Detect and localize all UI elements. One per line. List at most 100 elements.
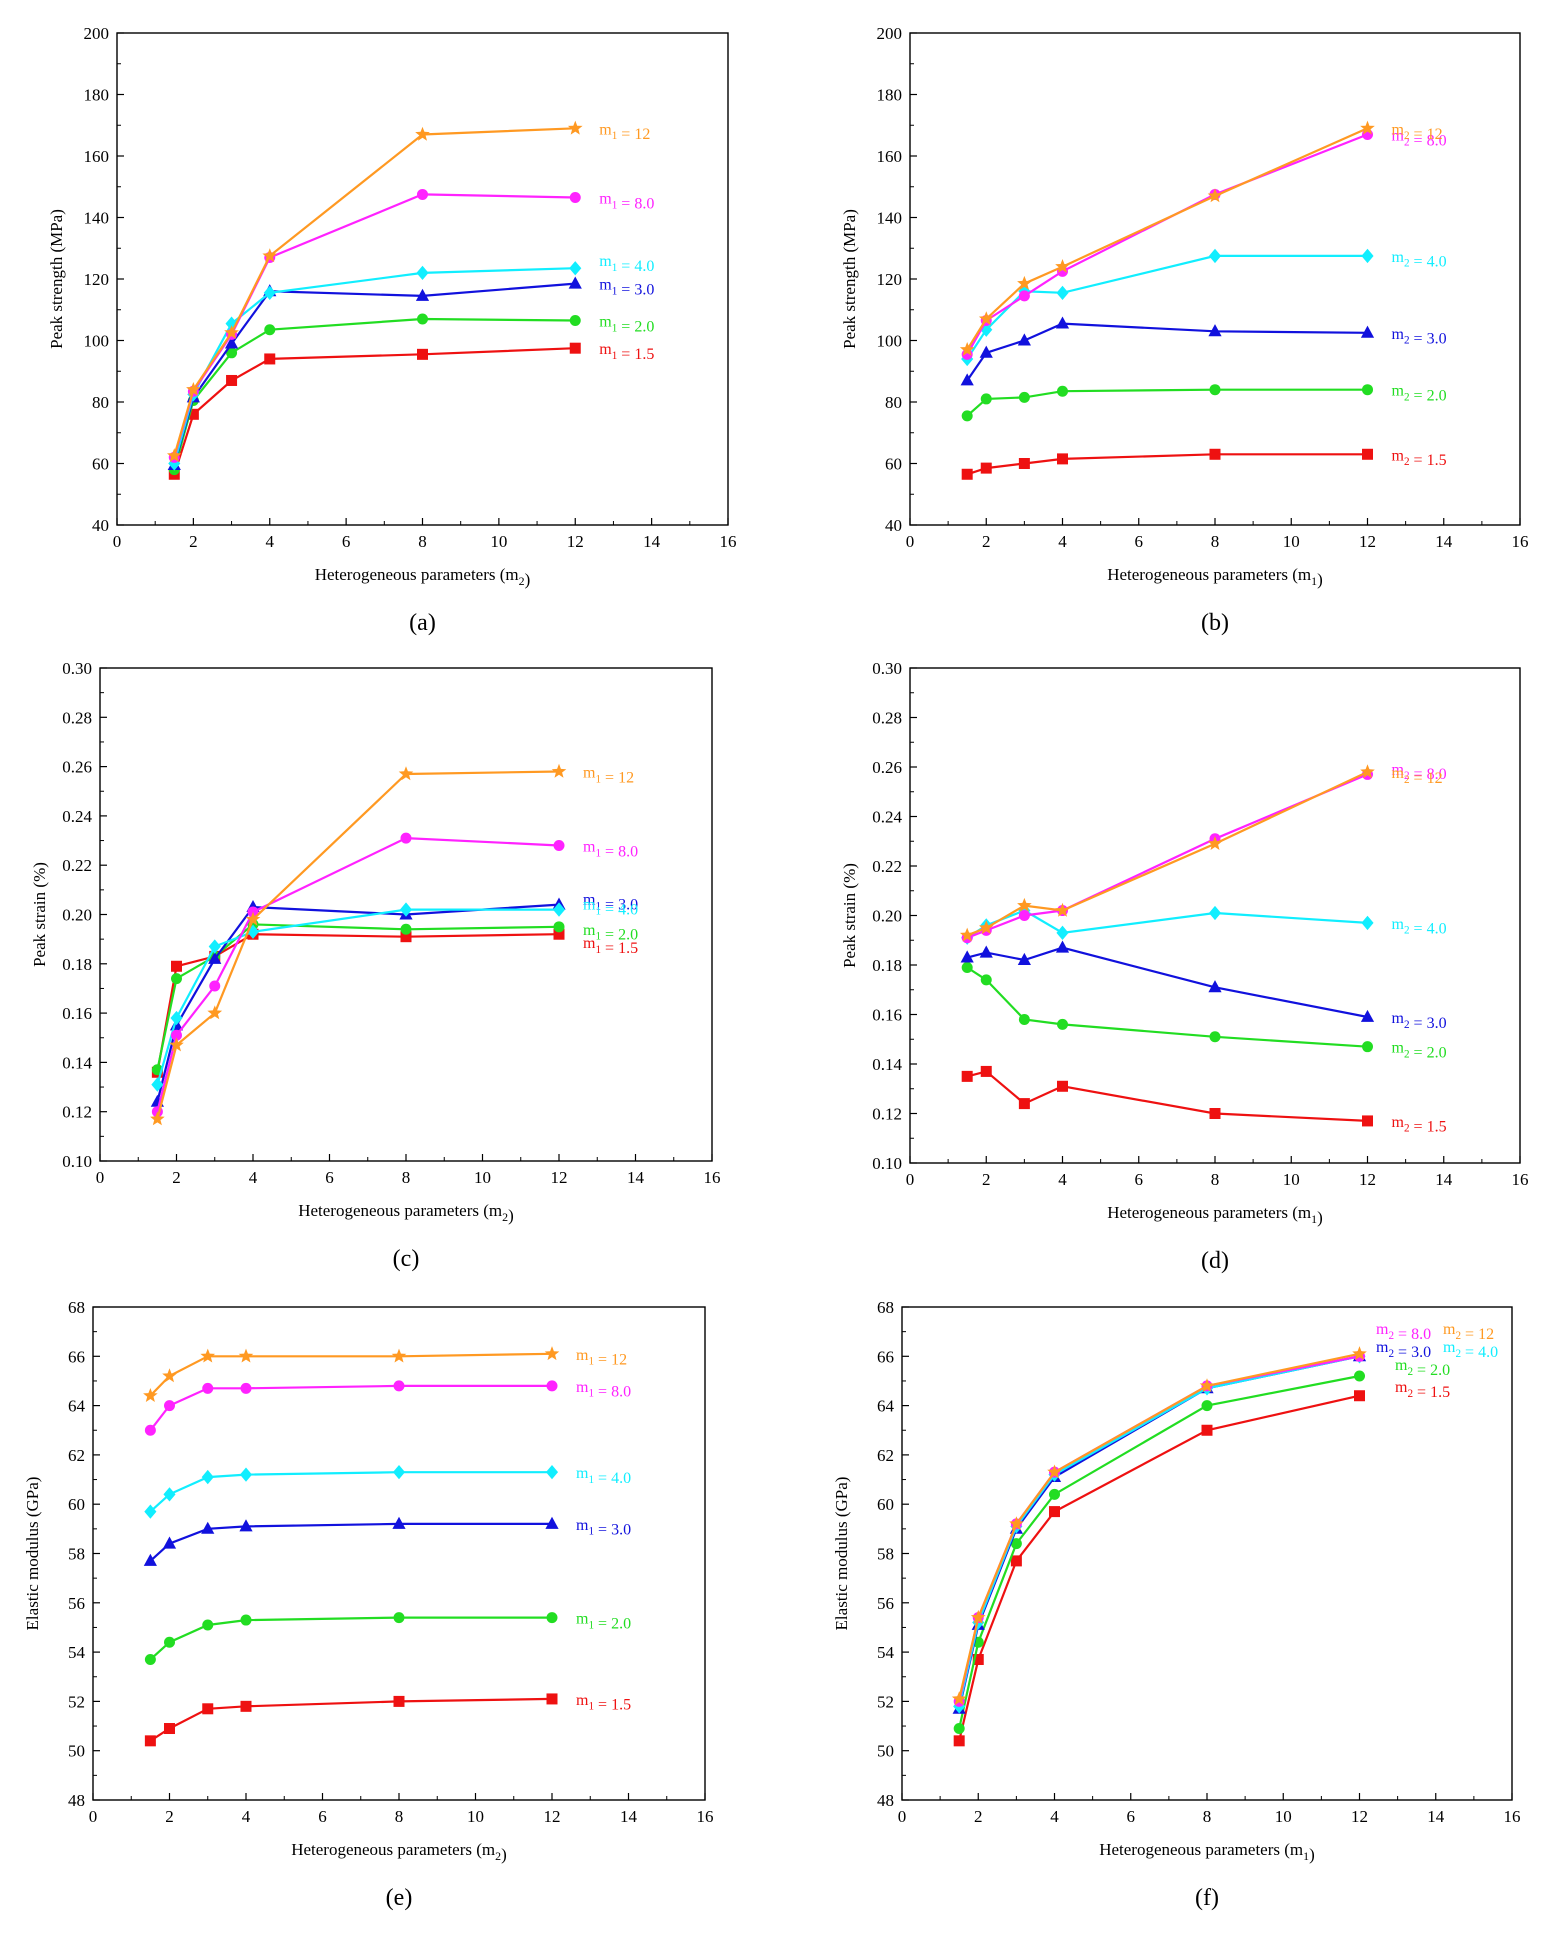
x-tick-label: 12 <box>1351 1807 1368 1826</box>
y-tick-label: 0.22 <box>62 856 92 875</box>
data-point <box>1057 1080 1068 1092</box>
data-point <box>1010 1555 1022 1567</box>
data-point <box>391 1348 407 1363</box>
y-tick-label: 56 <box>877 1594 894 1613</box>
y-tick-label: 50 <box>877 1742 894 1761</box>
data-point <box>1057 385 1068 397</box>
series-label: m2 = 3.0 <box>1376 1339 1431 1361</box>
data-point <box>400 923 412 935</box>
series-label: m2 = 1.5 <box>1392 447 1447 469</box>
x-axis-title: Heterogeneous parameters (m2) <box>291 1840 507 1864</box>
data-point <box>245 911 261 926</box>
data-point <box>164 1723 175 1735</box>
data-point <box>415 288 430 301</box>
data-point <box>168 456 181 471</box>
data-point <box>979 945 993 958</box>
data-point <box>553 921 565 933</box>
x-tick-label: 12 <box>567 532 584 551</box>
data-point <box>1049 1506 1060 1518</box>
y-axis-title: Peak strength (MPa) <box>840 209 859 349</box>
y-tick-label: 50 <box>68 1742 85 1761</box>
data-point <box>417 313 428 325</box>
x-tick-label: 6 <box>325 1168 334 1187</box>
data-point <box>1360 1009 1375 1022</box>
series-label: m1 = 1.5 <box>599 341 654 363</box>
x-tick-label: 12 <box>551 1168 568 1187</box>
data-point <box>1017 333 1031 346</box>
data-point <box>1362 448 1373 460</box>
series-label: m1 = 8.0 <box>599 191 654 213</box>
data-point <box>208 939 221 954</box>
data-point <box>1201 1400 1213 1412</box>
data-point <box>1354 1370 1365 1382</box>
data-point <box>980 462 992 474</box>
series-label: m2 = 4.0 <box>1392 249 1447 271</box>
y-tick-label: 0.14 <box>872 1055 902 1074</box>
data-point <box>1009 1516 1024 1531</box>
y-tick-label: 180 <box>84 86 110 105</box>
x-tick-label: 8 <box>395 1807 404 1826</box>
x-tick-label: 6 <box>342 532 351 551</box>
series-label: m2 = 8.0 <box>1376 1321 1431 1343</box>
y-tick-label: 62 <box>877 1446 894 1465</box>
y-tick-label: 52 <box>68 1692 85 1711</box>
x-tick-label: 6 <box>1135 1170 1144 1189</box>
series-label: m1 = 12 <box>583 765 634 787</box>
x-tick-label: 10 <box>490 532 507 551</box>
data-point <box>398 766 414 781</box>
y-tick-label: 60 <box>885 455 902 474</box>
data-point <box>392 1465 406 1480</box>
data-point <box>1360 120 1375 135</box>
data-point <box>263 285 276 300</box>
panel-caption: (a) <box>409 610 436 636</box>
chart-panel-b: 0 2 4 6 8 10 12 14 16 40 60 80 100 120 140 160 180 200 Het… <box>840 24 1529 636</box>
x-tick-label: 2 <box>974 1807 983 1826</box>
data-point <box>201 1521 215 1534</box>
panel-caption: (c) <box>393 1246 420 1272</box>
data-point <box>978 920 994 935</box>
series-label: m1 = 4.0 <box>599 253 654 275</box>
y-tick-label: 52 <box>877 1692 894 1711</box>
data-point <box>208 951 222 964</box>
data-point <box>202 1703 214 1715</box>
data-point <box>164 1400 175 1412</box>
y-tick-label: 140 <box>84 209 110 228</box>
data-point <box>1207 188 1223 203</box>
x-tick-label: 12 <box>544 1807 561 1826</box>
x-tick-label: 8 <box>1211 532 1220 551</box>
x-axis-title: Heterogeneous parameters (m2) <box>315 565 531 589</box>
data-point <box>545 1516 559 1529</box>
x-tick-label: 14 <box>1435 1170 1453 1189</box>
data-point <box>553 928 565 940</box>
x-axis-title: Heterogeneous parameters (m2) <box>298 1201 514 1225</box>
series-line <box>173 317 576 470</box>
y-tick-label: 62 <box>68 1446 85 1465</box>
y-tick-label: 58 <box>68 1545 85 1564</box>
x-tick-label: 10 <box>467 1807 484 1826</box>
data-point <box>164 1636 175 1648</box>
x-tick-label: 0 <box>89 1807 98 1826</box>
data-point <box>546 1380 558 1392</box>
y-tick-label: 64 <box>68 1397 86 1416</box>
y-tick-label: 48 <box>68 1791 85 1810</box>
series-label: m1 = 2.0 <box>583 922 638 944</box>
data-point <box>953 1723 965 1735</box>
x-tick-label: 8 <box>1203 1807 1212 1826</box>
data-point <box>417 188 428 200</box>
y-tick-label: 80 <box>92 393 109 412</box>
x-tick-label: 4 <box>1050 1807 1059 1826</box>
y-tick-label: 100 <box>877 332 903 351</box>
y-tick-label: 0.14 <box>62 1053 92 1072</box>
data-point <box>972 1653 984 1665</box>
y-tick-label: 0.10 <box>62 1152 92 1171</box>
y-tick-label: 58 <box>877 1545 894 1564</box>
series-label: m1 = 4.0 <box>583 897 638 919</box>
data-point <box>980 322 993 337</box>
y-tick-label: 0.26 <box>62 758 92 777</box>
data-point <box>979 345 993 358</box>
y-tick-label: 0.10 <box>872 1154 902 1173</box>
data-point <box>569 315 581 327</box>
y-tick-label: 66 <box>877 1347 894 1366</box>
data-point <box>1362 384 1373 396</box>
y-tick-label: 180 <box>877 86 903 105</box>
